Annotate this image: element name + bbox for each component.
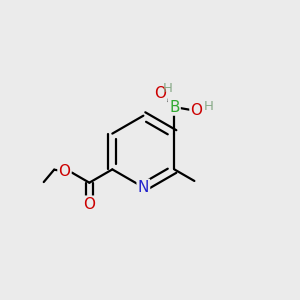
Text: H: H — [163, 82, 172, 95]
Text: H: H — [204, 100, 214, 113]
Text: B: B — [169, 100, 180, 115]
Text: O: O — [190, 103, 202, 118]
Text: N: N — [138, 180, 149, 195]
Text: O: O — [154, 85, 166, 100]
Text: O: O — [58, 164, 70, 179]
Text: O: O — [83, 197, 95, 212]
